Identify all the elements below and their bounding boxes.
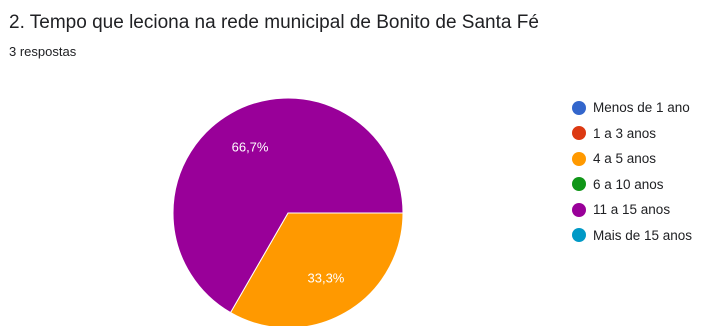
pie-slice-11-a-15-anos <box>172 97 404 314</box>
legend-item: Menos de 1 ano <box>572 95 692 121</box>
legend-label: 1 a 3 anos <box>593 125 657 141</box>
legend-swatch <box>572 202 586 217</box>
response-count: 3 respostas <box>9 44 77 59</box>
legend-item: Mais de 15 anos <box>572 223 692 249</box>
legend-item: 1 a 3 anos <box>572 121 692 147</box>
legend-label: 6 a 10 anos <box>593 176 664 192</box>
question-title: 2. Tempo que leciona na rede municipal d… <box>9 12 539 33</box>
legend-swatch <box>572 151 586 166</box>
legend-label: 11 a 15 anos <box>593 202 671 218</box>
legend-swatch <box>572 177 586 192</box>
legend-swatch <box>572 126 586 141</box>
legend-swatch <box>572 228 586 243</box>
slice-label: 66,7% <box>232 139 269 154</box>
legend-label: Menos de 1 ano <box>593 100 690 116</box>
legend-item: 4 a 5 anos <box>572 146 692 172</box>
chart-legend: Menos de 1 ano 1 a 3 anos 4 a 5 anos 6 a 10… <box>572 95 692 248</box>
pie-slice-4-a-5-anos <box>229 212 404 326</box>
legend-item: 6 a 10 anos <box>572 172 692 198</box>
slice-label: 33,3% <box>308 271 345 286</box>
legend-label: 4 a 5 anos <box>593 151 657 167</box>
legend-swatch <box>572 100 586 115</box>
legend-item: 11 a 15 anos <box>572 197 692 223</box>
legend-label: Mais de 15 anos <box>593 227 693 243</box>
